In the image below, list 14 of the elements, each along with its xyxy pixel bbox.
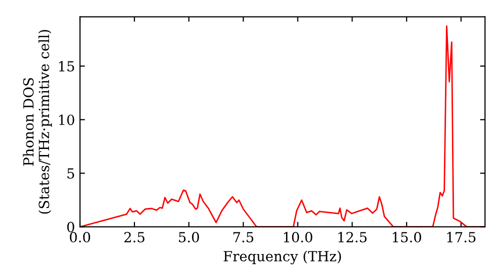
y-tick-label: 10 bbox=[59, 114, 74, 126]
x-tick-label: 0.0 bbox=[70, 232, 90, 242]
x-axis-title: Frequency (THz) bbox=[224, 250, 341, 264]
x-tick-label: 17.5 bbox=[447, 232, 476, 242]
y-tick-label: 0 bbox=[67, 222, 74, 232]
x-tick-label: 15.0 bbox=[392, 232, 422, 242]
x-tick-label: 7.5 bbox=[233, 232, 254, 242]
y-axis-title: Phonon DOS (States/THz·primitive cell) bbox=[22, 30, 52, 214]
x-tick-label: 2.5 bbox=[124, 232, 144, 242]
y-tick-label: 15 bbox=[59, 61, 74, 72]
x-tick-label: 10.0 bbox=[284, 232, 312, 242]
x-tick-label: 5.0 bbox=[179, 232, 199, 242]
y-tick-label: 5 bbox=[67, 168, 74, 179]
x-tick-label: 12.5 bbox=[338, 232, 367, 242]
